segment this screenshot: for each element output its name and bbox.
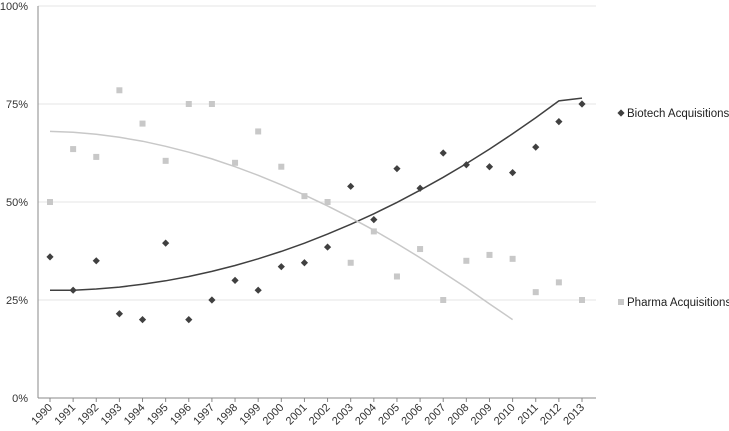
pharma-point: [116, 87, 123, 94]
biotech-point: [208, 296, 216, 304]
y-tick-label: 100%: [0, 1, 28, 13]
biotech-point: [578, 100, 586, 108]
x-tick-label: 2012: [538, 402, 564, 428]
biotech-point: [92, 257, 100, 265]
x-tick-label: 2003: [330, 402, 356, 428]
trendline-square: [49, 130, 514, 321]
data-points: [46, 87, 586, 324]
biotech-point: [323, 243, 332, 251]
x-tick-label: 2004: [353, 402, 379, 428]
biotech-point: [347, 182, 355, 190]
legend: Biotech Acquisitions Pharma Acquisitions: [617, 108, 729, 309]
pharma-point: [555, 279, 562, 286]
pharma-point: [440, 297, 447, 303]
biotech-point: [46, 253, 54, 261]
gridlines: [38, 5, 596, 301]
biotech-point: [254, 286, 262, 294]
axes: [37, 6, 596, 399]
pharma-point: [463, 257, 470, 264]
x-tick-label: 1993: [99, 402, 125, 428]
biotech-point: [393, 165, 401, 173]
pharma-point: [393, 273, 400, 280]
y-tick-label: 25%: [6, 295, 28, 307]
pharma-point: [185, 101, 192, 107]
pharma-point: [370, 228, 377, 235]
pharma-point: [139, 120, 146, 127]
y-tick-label: 75%: [6, 99, 28, 111]
pharma-point: [278, 163, 285, 170]
x-tick-label: 1997: [191, 402, 217, 428]
trendline-diamond: [50, 97, 583, 291]
x-tick-label: 2005: [376, 402, 402, 428]
pharma-point: [347, 259, 354, 266]
biotech-point: [462, 161, 470, 169]
trendlines: [49, 97, 583, 321]
pharma-point: [208, 101, 215, 107]
pharma-point: [579, 297, 585, 303]
pharma-point: [324, 199, 331, 205]
x-tick-label: 2000: [261, 402, 287, 428]
pharma-point: [232, 159, 239, 166]
legend-marker-square-icon: [618, 299, 624, 305]
pharma-point: [417, 246, 424, 253]
x-tick-label: 2010: [492, 402, 518, 428]
biotech-point: [439, 149, 447, 157]
x-tick-label: 2001: [284, 402, 310, 428]
biotech-point: [416, 184, 424, 192]
x-tick-label: 1990: [29, 402, 55, 428]
x-tick-label: 1996: [168, 402, 194, 428]
biotech-point: [138, 316, 147, 324]
x-tick-label: 2006: [399, 402, 425, 428]
biotech-point: [300, 259, 309, 267]
biotech-point: [485, 163, 494, 171]
x-axis-ticks: 1990199119921993199419951996199719981999…: [29, 398, 587, 427]
x-tick-label: 2013: [561, 402, 587, 428]
pharma-point: [255, 128, 262, 135]
x-tick-label: 2008: [446, 402, 472, 428]
x-tick-label: 2002: [307, 402, 333, 428]
x-tick-label: 1991: [52, 402, 78, 428]
x-tick-label: 1994: [122, 402, 148, 428]
biotech-point: [370, 216, 378, 224]
x-tick-label: 1992: [76, 402, 102, 428]
biotech-point: [115, 310, 123, 318]
biotech-point: [277, 263, 285, 271]
biotech-point: [231, 276, 239, 284]
x-tick-label: 1998: [214, 402, 240, 428]
pharma-point: [486, 251, 493, 258]
pharma-point: [70, 146, 77, 153]
biotech-point: [69, 286, 77, 294]
y-axis-ticks: 0% 25% 50% 75% 100%: [0, 1, 28, 405]
pharma-point: [93, 153, 100, 160]
x-tick-label: 2007: [423, 402, 449, 428]
x-tick-label: 1999: [237, 402, 263, 428]
pharma-point: [532, 289, 539, 296]
x-tick-label: 2009: [469, 402, 495, 428]
legend-label: Biotech Acquisitions: [627, 108, 729, 120]
biotech-point: [185, 316, 193, 324]
biotech-point: [162, 239, 170, 247]
pharma-point: [162, 157, 169, 164]
legend-marker-diamond-icon: [617, 109, 625, 117]
pharma-point: [509, 255, 516, 262]
pharma-point: [47, 199, 53, 205]
legend-label: Pharma Acquisitions: [627, 297, 729, 309]
biotech-point: [532, 143, 540, 151]
biotech-point: [509, 169, 517, 177]
biotech-point: [555, 118, 563, 126]
pharma-point: [301, 193, 308, 200]
y-tick-label: 0%: [12, 393, 28, 405]
y-tick-label: 50%: [6, 197, 28, 209]
x-tick-label: 1995: [145, 402, 171, 428]
x-tick-label: 2011: [516, 402, 541, 427]
